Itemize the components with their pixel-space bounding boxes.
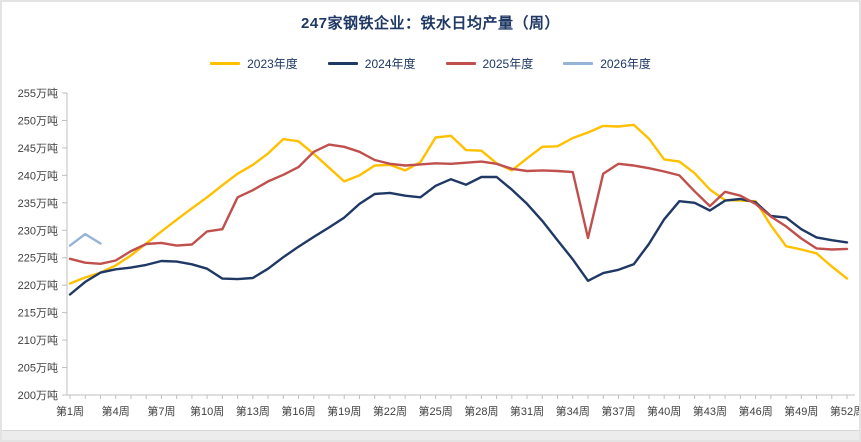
- x-axis-label: 第43周: [693, 404, 727, 418]
- x-axis-label: 第10周: [190, 404, 224, 418]
- series-line-2026: [68, 232, 102, 247]
- y-axis-label: 225万吨: [18, 252, 58, 265]
- legend-item-2026: 2026年度: [563, 55, 651, 72]
- x-axis-label: 第13周: [236, 404, 270, 418]
- legend-swatch-2023: [210, 62, 241, 65]
- y-axis-label: 240万吨: [18, 169, 58, 182]
- legend-label: 2026年度: [600, 57, 651, 71]
- legend-label: 2025年度: [482, 57, 534, 71]
- legend-label: 2024年度: [364, 57, 416, 71]
- x-axis-label: 第46周: [738, 404, 772, 418]
- x-axis-label: 第31周: [510, 404, 544, 418]
- y-axis-label: 205万吨: [18, 362, 58, 375]
- y-axis-label: 230万吨: [18, 224, 58, 237]
- x-axis-label: 第34周: [556, 404, 590, 418]
- y-axis-label: 245万吨: [18, 142, 58, 155]
- y-axis-label: 220万吨: [18, 279, 58, 292]
- series-line-2025: [68, 143, 849, 265]
- legend-swatch-2024: [327, 62, 358, 65]
- x-axis-label: 第40周: [647, 404, 681, 418]
- series-line-2024: [68, 175, 849, 296]
- legend-swatch-2026: [563, 62, 594, 65]
- x-axis-label: 第22周: [373, 404, 407, 418]
- x-axis-label: 第16周: [281, 404, 315, 418]
- series-line-2023: [68, 123, 849, 285]
- window-edge: [2, 430, 859, 440]
- chart-legend: 2023年度 2024年度 2025年度 2026年度: [2, 55, 859, 72]
- legend-label: 2023年度: [247, 57, 298, 71]
- y-axis-label: 215万吨: [18, 307, 58, 320]
- x-axis-label: 第19周: [327, 404, 361, 418]
- x-axis-label: 第28周: [464, 404, 498, 418]
- x-axis-label: 第37周: [601, 404, 635, 418]
- y-axis-label: 200万吨: [18, 389, 58, 402]
- legend-item-2024: 2024年度: [327, 55, 416, 72]
- x-axis-label: 第49周: [784, 404, 818, 418]
- y-axis-label: 250万吨: [18, 114, 58, 127]
- legend-item-2023: 2023年度: [210, 55, 298, 72]
- x-axis-label: 第52周: [830, 404, 861, 418]
- legend-swatch-2025: [445, 62, 476, 65]
- y-axis-label: 255万吨: [18, 87, 58, 100]
- x-axis-label: 第25周: [419, 404, 453, 418]
- chart-title: 247家钢铁企业：铁水日均产量（周）: [300, 15, 561, 32]
- y-axis-label: 235万吨: [18, 197, 58, 210]
- x-axis-label: 第7周: [147, 404, 175, 418]
- y-axis-label: 210万吨: [18, 334, 58, 347]
- legend-item-2025: 2025年度: [445, 55, 534, 72]
- x-axis-label: 第4周: [102, 404, 130, 418]
- x-axis-label: 第1周: [56, 404, 84, 418]
